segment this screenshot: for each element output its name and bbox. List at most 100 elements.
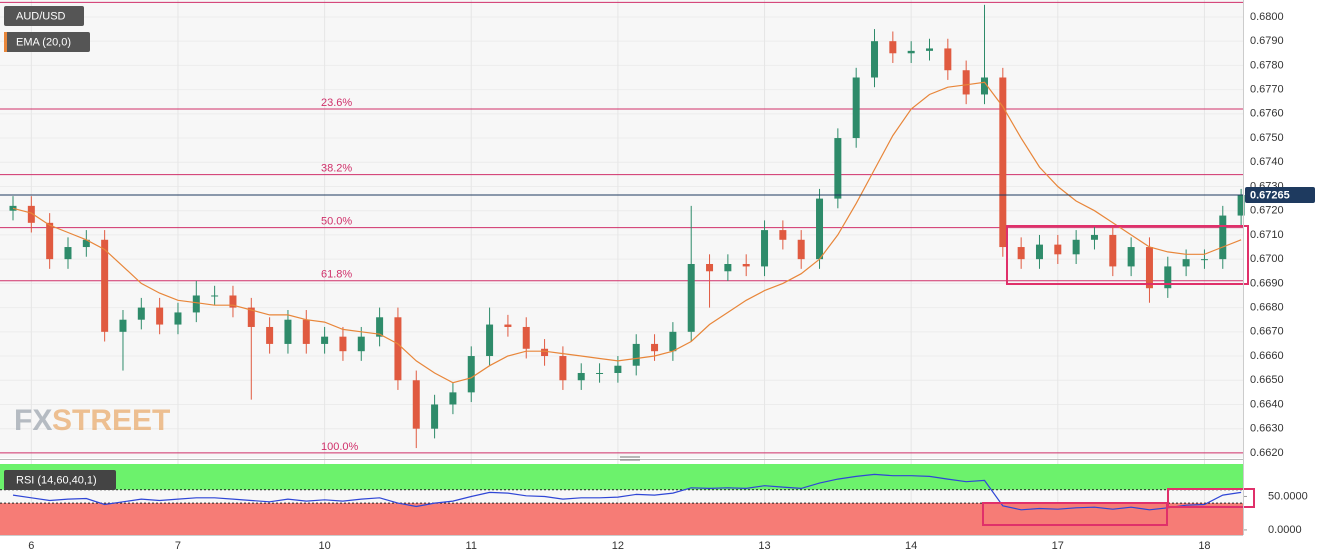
y-tick-label: 0.6630 <box>1250 423 1284 435</box>
candle-body <box>522 326 530 349</box>
candle-body <box>394 317 402 381</box>
candle-body <box>321 336 329 344</box>
candle-body <box>101 239 109 332</box>
y-tick-label: 0.6690 <box>1250 277 1284 289</box>
candle-body <box>504 324 512 327</box>
rsi-lower-band <box>0 503 1243 535</box>
y-tick-label: 0.6720 <box>1250 205 1284 217</box>
candle-body <box>1237 194 1245 216</box>
fib-label: 23.6% <box>321 97 352 109</box>
candle-body <box>541 348 549 357</box>
y-tick-label: 0.6640 <box>1250 398 1284 410</box>
candle-body <box>889 41 897 54</box>
y-tick-label: 0.6620 <box>1250 447 1284 459</box>
watermark-fx: FX <box>14 404 52 437</box>
rsi-bands <box>0 464 1243 535</box>
candle-body <box>339 336 347 352</box>
y-tick-label: 0.6760 <box>1250 108 1284 120</box>
candle-body <box>1164 266 1172 289</box>
x-tick-label: 11 <box>466 540 477 552</box>
legend-symbol: AUD/USD <box>16 10 66 22</box>
candle-body <box>651 343 659 352</box>
candle-body <box>816 198 824 260</box>
candle-body <box>687 263 695 332</box>
candle-body <box>82 239 90 248</box>
candle-body <box>449 392 457 405</box>
y-tick-label: 0.6740 <box>1250 156 1284 168</box>
candle-body <box>1090 234 1098 240</box>
grid: 0.0% 23.6% 38.2% 50.0% 61.8% 100.0% <box>0 0 1247 535</box>
candle-body <box>834 138 842 199</box>
candle-body <box>412 380 420 429</box>
candle-body <box>1182 259 1190 267</box>
last-price-label: 0.67265 <box>1250 189 1290 201</box>
fib-label: 38.2% <box>321 163 352 175</box>
x-tick-label: 6 <box>28 540 34 552</box>
x-tick-label: 12 <box>612 540 624 552</box>
x-tick-label: 10 <box>318 540 330 552</box>
rsi-upper-band <box>0 464 1243 490</box>
candle-body <box>486 324 494 357</box>
x-tick-label: 7 <box>175 540 181 552</box>
candle-body <box>229 295 237 308</box>
candle-body <box>632 343 640 366</box>
legend-box <box>4 32 90 52</box>
candle-body <box>119 319 127 332</box>
candle-body <box>706 263 714 272</box>
ema-line <box>12 81 1242 384</box>
candle-body <box>192 295 200 313</box>
legend-ema: EMA (20,0) <box>16 36 71 48</box>
watermark-street: STREET <box>52 404 170 437</box>
y-tick-label: 0.6790 <box>1250 35 1284 47</box>
fib-label: 61.8% <box>321 269 352 281</box>
candle-body <box>1219 215 1227 260</box>
rsi-box <box>1167 488 1255 508</box>
legend-rsi: RSI (14,60,40,1) <box>16 474 97 486</box>
y-tick-label: 0.6770 <box>1250 84 1284 96</box>
candle-body <box>467 356 475 393</box>
candle-body <box>871 41 879 78</box>
candle-body <box>944 48 952 71</box>
legend-box <box>4 470 116 490</box>
range-box <box>1006 225 1249 285</box>
rsi-tick-label: 0.0000 <box>1268 524 1302 536</box>
candle-body <box>596 372 604 374</box>
last-price-tag <box>1245 186 1315 203</box>
candle-body <box>284 319 292 344</box>
candle-body <box>742 263 750 267</box>
candle-body <box>247 307 255 327</box>
candle-body <box>724 263 732 272</box>
legend-swatch <box>4 32 7 52</box>
y-tick-label: 0.6710 <box>1250 229 1284 241</box>
candle-body <box>1035 244 1043 260</box>
candle-body <box>64 247 72 260</box>
candle-body <box>1109 234 1117 267</box>
x-tick-label: 13 <box>758 540 770 552</box>
candle-body <box>1054 244 1062 255</box>
candle-body <box>174 312 182 325</box>
candle-body <box>266 326 274 344</box>
candle-body <box>357 336 365 352</box>
candle-body <box>1127 247 1135 267</box>
y-tick-label: 0.6670 <box>1250 326 1284 338</box>
candle-body <box>797 239 805 260</box>
price-pane <box>0 0 1243 458</box>
candle-body <box>999 77 1007 248</box>
candle-body <box>156 307 164 325</box>
candle-body <box>46 222 54 260</box>
candle-body <box>669 331 677 352</box>
candle-body <box>9 205 17 211</box>
candle-body <box>577 372 585 381</box>
x-tick-label: 14 <box>905 540 917 552</box>
rsi-box <box>982 502 1168 526</box>
candle-body <box>907 50 915 54</box>
y-tick-label: 0.6680 <box>1250 302 1284 314</box>
candle-body <box>431 404 439 429</box>
fib-label: 50.0% <box>321 216 352 228</box>
candle-body <box>211 295 219 297</box>
candle-body <box>962 70 970 95</box>
candle-body <box>614 365 622 373</box>
y-tick-label: 0.6700 <box>1250 253 1284 265</box>
rsi-line <box>12 473 1242 511</box>
